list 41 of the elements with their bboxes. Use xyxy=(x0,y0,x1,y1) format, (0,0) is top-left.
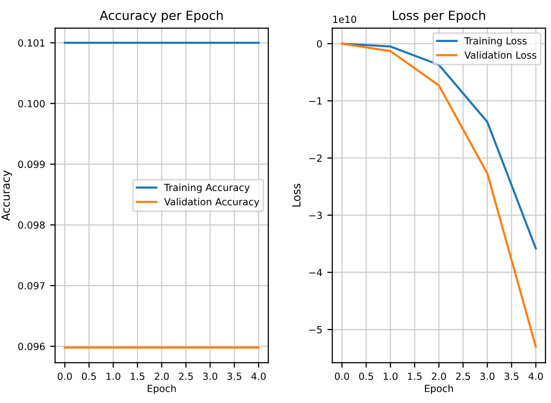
x-tick-label: 3.0 xyxy=(480,372,494,380)
y-tick-label: 0.096 xyxy=(18,342,45,350)
x-tick-label: 3.5 xyxy=(504,372,518,380)
x-tick-label: 4.0 xyxy=(251,372,266,380)
legend-label: Training Accuracy xyxy=(164,184,250,194)
x-tick-label: 2.0 xyxy=(432,372,446,380)
y-tick-label: −5 xyxy=(309,326,322,334)
x-tick-label: 2.5 xyxy=(178,372,193,380)
x-tick-label: 0.5 xyxy=(82,372,96,380)
x-tick-label: 0.0 xyxy=(334,372,350,380)
y-tick-label: 0.097 xyxy=(18,282,45,290)
y-tick-label: −3 xyxy=(309,212,322,220)
legend-label: Validation Loss xyxy=(464,51,536,59)
x-tick-label: 3.0 xyxy=(203,372,218,380)
x-tick-label: 1.0 xyxy=(384,372,398,380)
x-axis-title: Epoch xyxy=(424,384,453,394)
y-tick-label: 0 xyxy=(317,40,322,48)
x-tick-label: 2.0 xyxy=(154,372,169,380)
y-tick-label: −4 xyxy=(309,268,322,276)
x-tick-label: 1.0 xyxy=(106,372,120,380)
x-axis-title: Epoch xyxy=(148,384,176,394)
text: 1e10 xyxy=(333,16,356,23)
x-tick-label: 4.0 xyxy=(528,372,543,380)
legend-label: Training Loss xyxy=(464,36,527,46)
x-tick-label: 2.5 xyxy=(456,372,470,380)
chart-title: Loss per Epoch xyxy=(392,10,486,22)
legend-label: Validation Accuracy xyxy=(164,198,260,208)
y-tick-label: 0.101 xyxy=(18,39,44,47)
x-tick-label: 1.5 xyxy=(130,372,144,380)
y-axis-title: Accuracy xyxy=(2,170,12,221)
y-tick-label: 0.099 xyxy=(18,160,45,168)
y-tick-label: −1 xyxy=(309,97,322,105)
x-tick-label: 0.5 xyxy=(359,372,374,380)
y-tick-label: 0.098 xyxy=(18,221,45,229)
y-axis-title: Loss xyxy=(292,184,301,207)
y-tick-label: −2 xyxy=(309,154,322,162)
y-tick-label: 0.100 xyxy=(18,100,45,108)
x-tick-label: 1.5 xyxy=(408,372,422,380)
x-tick-label: 0.0 xyxy=(58,372,72,380)
chart-title: Accuracy per Epoch xyxy=(100,10,223,22)
x-tick-label: 3.5 xyxy=(227,372,242,380)
